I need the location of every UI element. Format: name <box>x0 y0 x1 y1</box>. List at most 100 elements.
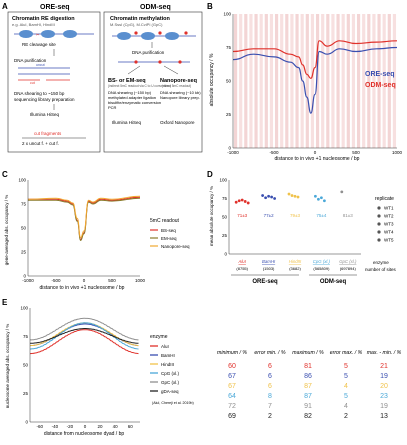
c-y-tick: 0 <box>23 274 26 279</box>
d-sites-count: (8755) <box>236 266 248 271</box>
panel-d-letter: D <box>207 170 213 179</box>
e-table-cell: 13 <box>380 413 388 420</box>
d-replicate-label: WT4 <box>384 230 394 235</box>
e-y-tick: 25 <box>23 391 29 396</box>
ore-cut-label: cut <box>30 81 35 85</box>
d-sites-count: (1503) <box>263 266 275 271</box>
c-x-tick: 1000 <box>135 278 146 283</box>
b-density-stripe <box>244 14 248 148</box>
e-table-header: error max. / % <box>330 350 363 356</box>
ore-nucleosomes: ✂ <box>14 30 94 38</box>
c-series-line <box>28 197 141 242</box>
b-density-stripe <box>372 14 376 148</box>
panel-a: A ORE-seq ODM-seq Chromatin RE digestion… <box>0 0 205 165</box>
d-replicate-point <box>273 197 276 200</box>
d-replicate-point <box>246 201 250 205</box>
d-replicate-point <box>243 200 247 203</box>
d-y-tick: 75 <box>222 196 228 201</box>
d-replicate-point <box>237 199 241 203</box>
e-series-line <box>29 329 139 355</box>
c-x-tick: -1000 <box>22 278 34 283</box>
odm-box <box>103 11 203 153</box>
e-table-cell: 91 <box>304 403 312 410</box>
e-table-cell: 4 <box>344 383 348 390</box>
e-table-cell: 23 <box>380 393 388 400</box>
b-density-stripe <box>387 14 391 148</box>
d-replicate-point <box>264 196 267 200</box>
bs-em-title: BS- or EM-seq <box>108 78 146 84</box>
c-x-tick: -500 <box>51 278 61 283</box>
b-y-tick: 50 <box>226 79 232 84</box>
b-density-stripe <box>336 14 340 148</box>
d-enzyme-name: CpG (xl.) <box>313 259 331 264</box>
b-x-tick: 0 <box>314 150 317 155</box>
b-density-stripe <box>310 14 315 148</box>
e-xlabel: distance from nucleosome dyad / bp <box>44 431 125 437</box>
d-replicate-point <box>240 198 244 202</box>
b-density-stripe <box>274 14 279 148</box>
ore-formula-top: cut fragments <box>34 131 62 136</box>
b-density-stripe <box>249 14 253 148</box>
bs-line-1: DNA shearing (~150 bp) <box>108 90 152 95</box>
e-table-cell: 64 <box>228 393 236 400</box>
b-density-stripe <box>356 14 361 148</box>
d-replicate-swatch <box>377 238 381 242</box>
b-density-stripe <box>382 14 386 148</box>
d-sites-label: number of sites <box>365 267 397 272</box>
e-table-header: max. - min. / % <box>367 350 402 356</box>
d-replicate-swatch <box>377 230 381 234</box>
e-y-tick: 75 <box>23 334 29 339</box>
panel-e: E nucleosome averaged abs. occupancy / %… <box>0 296 407 440</box>
c-x-tick: 500 <box>108 278 116 283</box>
e-table-cell: 19 <box>380 403 388 410</box>
c-y-tick: 75 <box>21 202 27 207</box>
e-table-cell: 60 <box>228 363 236 370</box>
c-y-tick: 100 <box>18 178 26 183</box>
e-table-cell: 5 <box>344 363 348 370</box>
e-table-cell: 67 <box>228 373 236 380</box>
e-table-cell: 5 <box>344 393 348 400</box>
b-density-stripe <box>362 14 366 148</box>
e-legend-note: (AluI, Chereji et al. 2019b) <box>152 401 194 405</box>
b-xlabel: distance to in vivo +1 nucleosome / bp <box>275 156 360 162</box>
c-legend-bs: BS-seq <box>161 228 176 233</box>
panel-c-chart: C gene-averaged abs. occupancy / % dista… <box>2 170 190 291</box>
d-mean-label: 81±3 <box>343 213 353 218</box>
ore-box-sub: e.g. AluI, BamHI, HindIII <box>12 22 55 27</box>
panel-d-chart: D mean absolute occupancy / % 0 25 50 75 100… <box>207 170 397 285</box>
e-table-cell: 86 <box>304 373 312 380</box>
e-table-header: error min. / % <box>254 350 286 356</box>
d-enzyme-name: BamHI <box>262 259 276 264</box>
panel-a-letter: A <box>2 2 8 11</box>
c-legend-em: EM-seq <box>161 236 177 241</box>
d-replicate-point <box>293 194 297 198</box>
d-sites-count: (3682) <box>289 266 301 271</box>
e-table-cell: 81 <box>304 363 312 370</box>
c-ylabel: gene-averaged abs. occupancy / % <box>4 195 9 266</box>
d-ore-label: ORE-seq <box>252 279 278 285</box>
e-x-tick: -20 <box>67 424 74 429</box>
d-y-tick: 25 <box>222 233 228 238</box>
nanopore-sub: (direct 5mC readout) <box>162 84 191 88</box>
d-replicate-point <box>287 192 291 196</box>
odm-nucleosomes <box>112 31 196 40</box>
b-density-stripe <box>321 14 325 148</box>
b-density-stripe <box>259 14 263 148</box>
d-replicate-swatch <box>377 222 381 226</box>
panel-e-letter: E <box>2 298 8 307</box>
e-x-tick: 20 <box>98 424 104 429</box>
ore-purification-label: DNA purification <box>14 58 47 63</box>
b-y-tick: 100 <box>223 12 231 17</box>
d-replicate-point <box>261 194 264 197</box>
bs-line-4: PCR <box>108 105 117 110</box>
ore-shearing-label: DNA shearing to ~150 bp <box>14 91 65 96</box>
d-replicate-swatch <box>377 214 381 218</box>
b-density-stripe <box>239 14 243 148</box>
d-enzyme-name: GpC (xl.) <box>339 259 357 264</box>
b-density-stripe <box>285 14 289 148</box>
e-legend-label: BamHI <box>161 353 175 358</box>
d-replicate-point <box>296 195 300 199</box>
b-density-stripe <box>377 14 381 148</box>
b-series-line <box>232 40 398 79</box>
bs-platform: Illumina HiSeq <box>112 120 142 125</box>
